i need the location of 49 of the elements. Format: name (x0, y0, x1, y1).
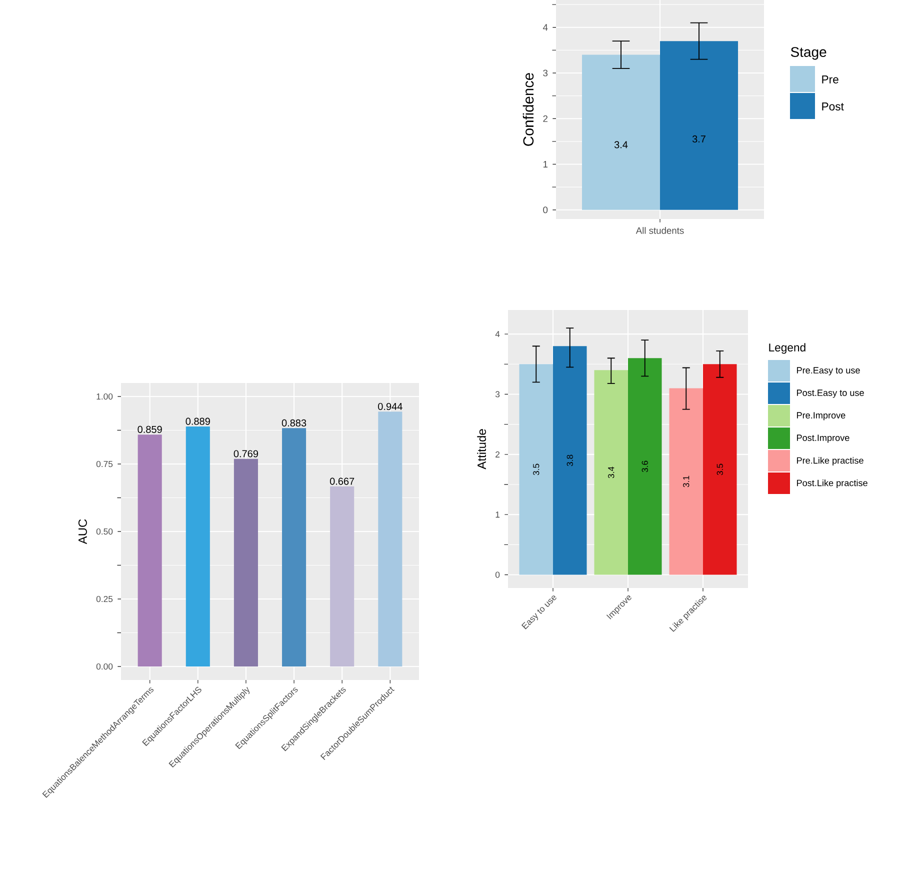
data-label: 3.5 (533, 464, 540, 476)
bar (282, 428, 306, 666)
x-tick-label: All students (636, 227, 684, 234)
data-label: 3.8 (566, 454, 573, 466)
data-label: 3.6 (642, 460, 648, 472)
y-tick-label: 0 (495, 572, 500, 578)
data-label: 0.944 (378, 402, 402, 410)
y-axis-title: Attitude (477, 429, 486, 470)
data-label: 3.4 (614, 141, 628, 148)
y-tick-label: 2 (543, 115, 548, 122)
bar (234, 458, 258, 666)
legend-title: Stage (790, 47, 826, 60)
legend-label: Pre.Like practise (797, 457, 864, 466)
data-label: 3.4 (608, 466, 614, 478)
y-axis-title: Confidence (522, 73, 534, 146)
legend-label: Post (822, 102, 844, 110)
data-label: 0.667 (330, 478, 354, 485)
y-tick-label: 0.75 (96, 460, 113, 468)
legend-title: Legend (769, 343, 806, 354)
bar (186, 426, 210, 666)
y-tick-label: 1.00 (96, 393, 113, 400)
y-tick-label: 3 (495, 391, 500, 398)
data-label: 0.889 (186, 418, 210, 425)
y-tick-label: 0.00 (96, 663, 113, 670)
y-tick-label: 3 (543, 70, 548, 76)
data-label: 3.1 (683, 476, 690, 488)
y-tick-label: 0.50 (96, 528, 113, 535)
bar (330, 486, 354, 666)
legend-label: Post.Like practise (797, 480, 868, 488)
y-tick-label: 1 (543, 161, 548, 168)
data-label: 0.769 (234, 450, 258, 458)
legend-label: Post.Improve (797, 434, 850, 443)
y-tick-label: 1 (496, 512, 500, 518)
y-tick-label: 0 (543, 206, 548, 214)
y-tick-label: 4 (542, 24, 548, 31)
bar (138, 434, 162, 666)
data-label: 3.7 (692, 135, 706, 143)
y-tick-label: 0.25 (96, 596, 113, 602)
y-axis-title: AUC (78, 519, 87, 544)
bar (378, 412, 402, 666)
data-label: 0.883 (282, 419, 306, 426)
legend-label: Post.Easy to use (797, 390, 864, 398)
y-tick-label: 2 (496, 451, 500, 458)
y-tick-label: 4 (495, 331, 500, 338)
data-label: 0.859 (138, 426, 162, 433)
legend-label: Pre.Improve (797, 412, 846, 420)
legend-label: Pre (822, 76, 838, 84)
data-label: 3.5 (716, 464, 723, 476)
legend-label: Pre.Easy to use (797, 367, 860, 376)
